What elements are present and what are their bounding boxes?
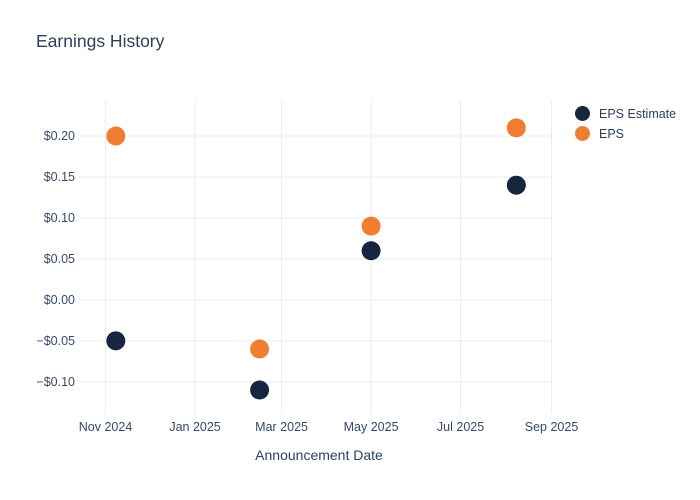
y-tick-label: −$0.05 xyxy=(36,333,75,348)
eps-estimate-point[interactable] xyxy=(506,175,526,195)
y-tick-label: $0.00 xyxy=(43,292,75,307)
legend-label-eps-estimate: EPS Estimate xyxy=(599,106,677,121)
x-tick-label: Nov 2024 xyxy=(78,420,133,434)
y-tick-label: $0.05 xyxy=(43,251,75,266)
eps-point[interactable] xyxy=(506,118,526,138)
eps-estimate-legend-marker-icon xyxy=(575,106,590,121)
x-tick-label: Sep 2025 xyxy=(524,420,579,434)
legend-item-eps[interactable]: EPS xyxy=(575,126,676,141)
chart-title: Earnings History xyxy=(36,31,165,51)
eps-estimate-point[interactable] xyxy=(361,241,381,261)
eps-estimate-point[interactable] xyxy=(106,331,126,351)
legend-item-eps-estimate[interactable]: EPS Estimate xyxy=(575,106,676,121)
eps-point[interactable] xyxy=(106,126,126,146)
y-tick-label: $0.15 xyxy=(43,170,75,184)
y-tick-label: $0.20 xyxy=(43,129,75,144)
eps-point[interactable] xyxy=(250,339,270,359)
x-tick-label: Jan 2025 xyxy=(169,420,221,434)
y-tick-label: $0.10 xyxy=(43,210,75,225)
x-tick-label: Mar 2025 xyxy=(255,420,308,434)
x-tick-label: Jul 2025 xyxy=(436,420,485,434)
eps-estimate-point[interactable] xyxy=(250,380,270,400)
legend-label-eps: EPS xyxy=(599,126,625,141)
x-tick-label: May 2025 xyxy=(343,420,399,434)
y-tick-label: −$0.10 xyxy=(36,374,75,389)
legend: EPS Estimate EPS xyxy=(575,106,676,141)
eps-legend-marker-icon xyxy=(575,126,590,141)
x-axis-title: Announcement Date xyxy=(255,447,383,463)
eps-point[interactable] xyxy=(361,216,381,236)
